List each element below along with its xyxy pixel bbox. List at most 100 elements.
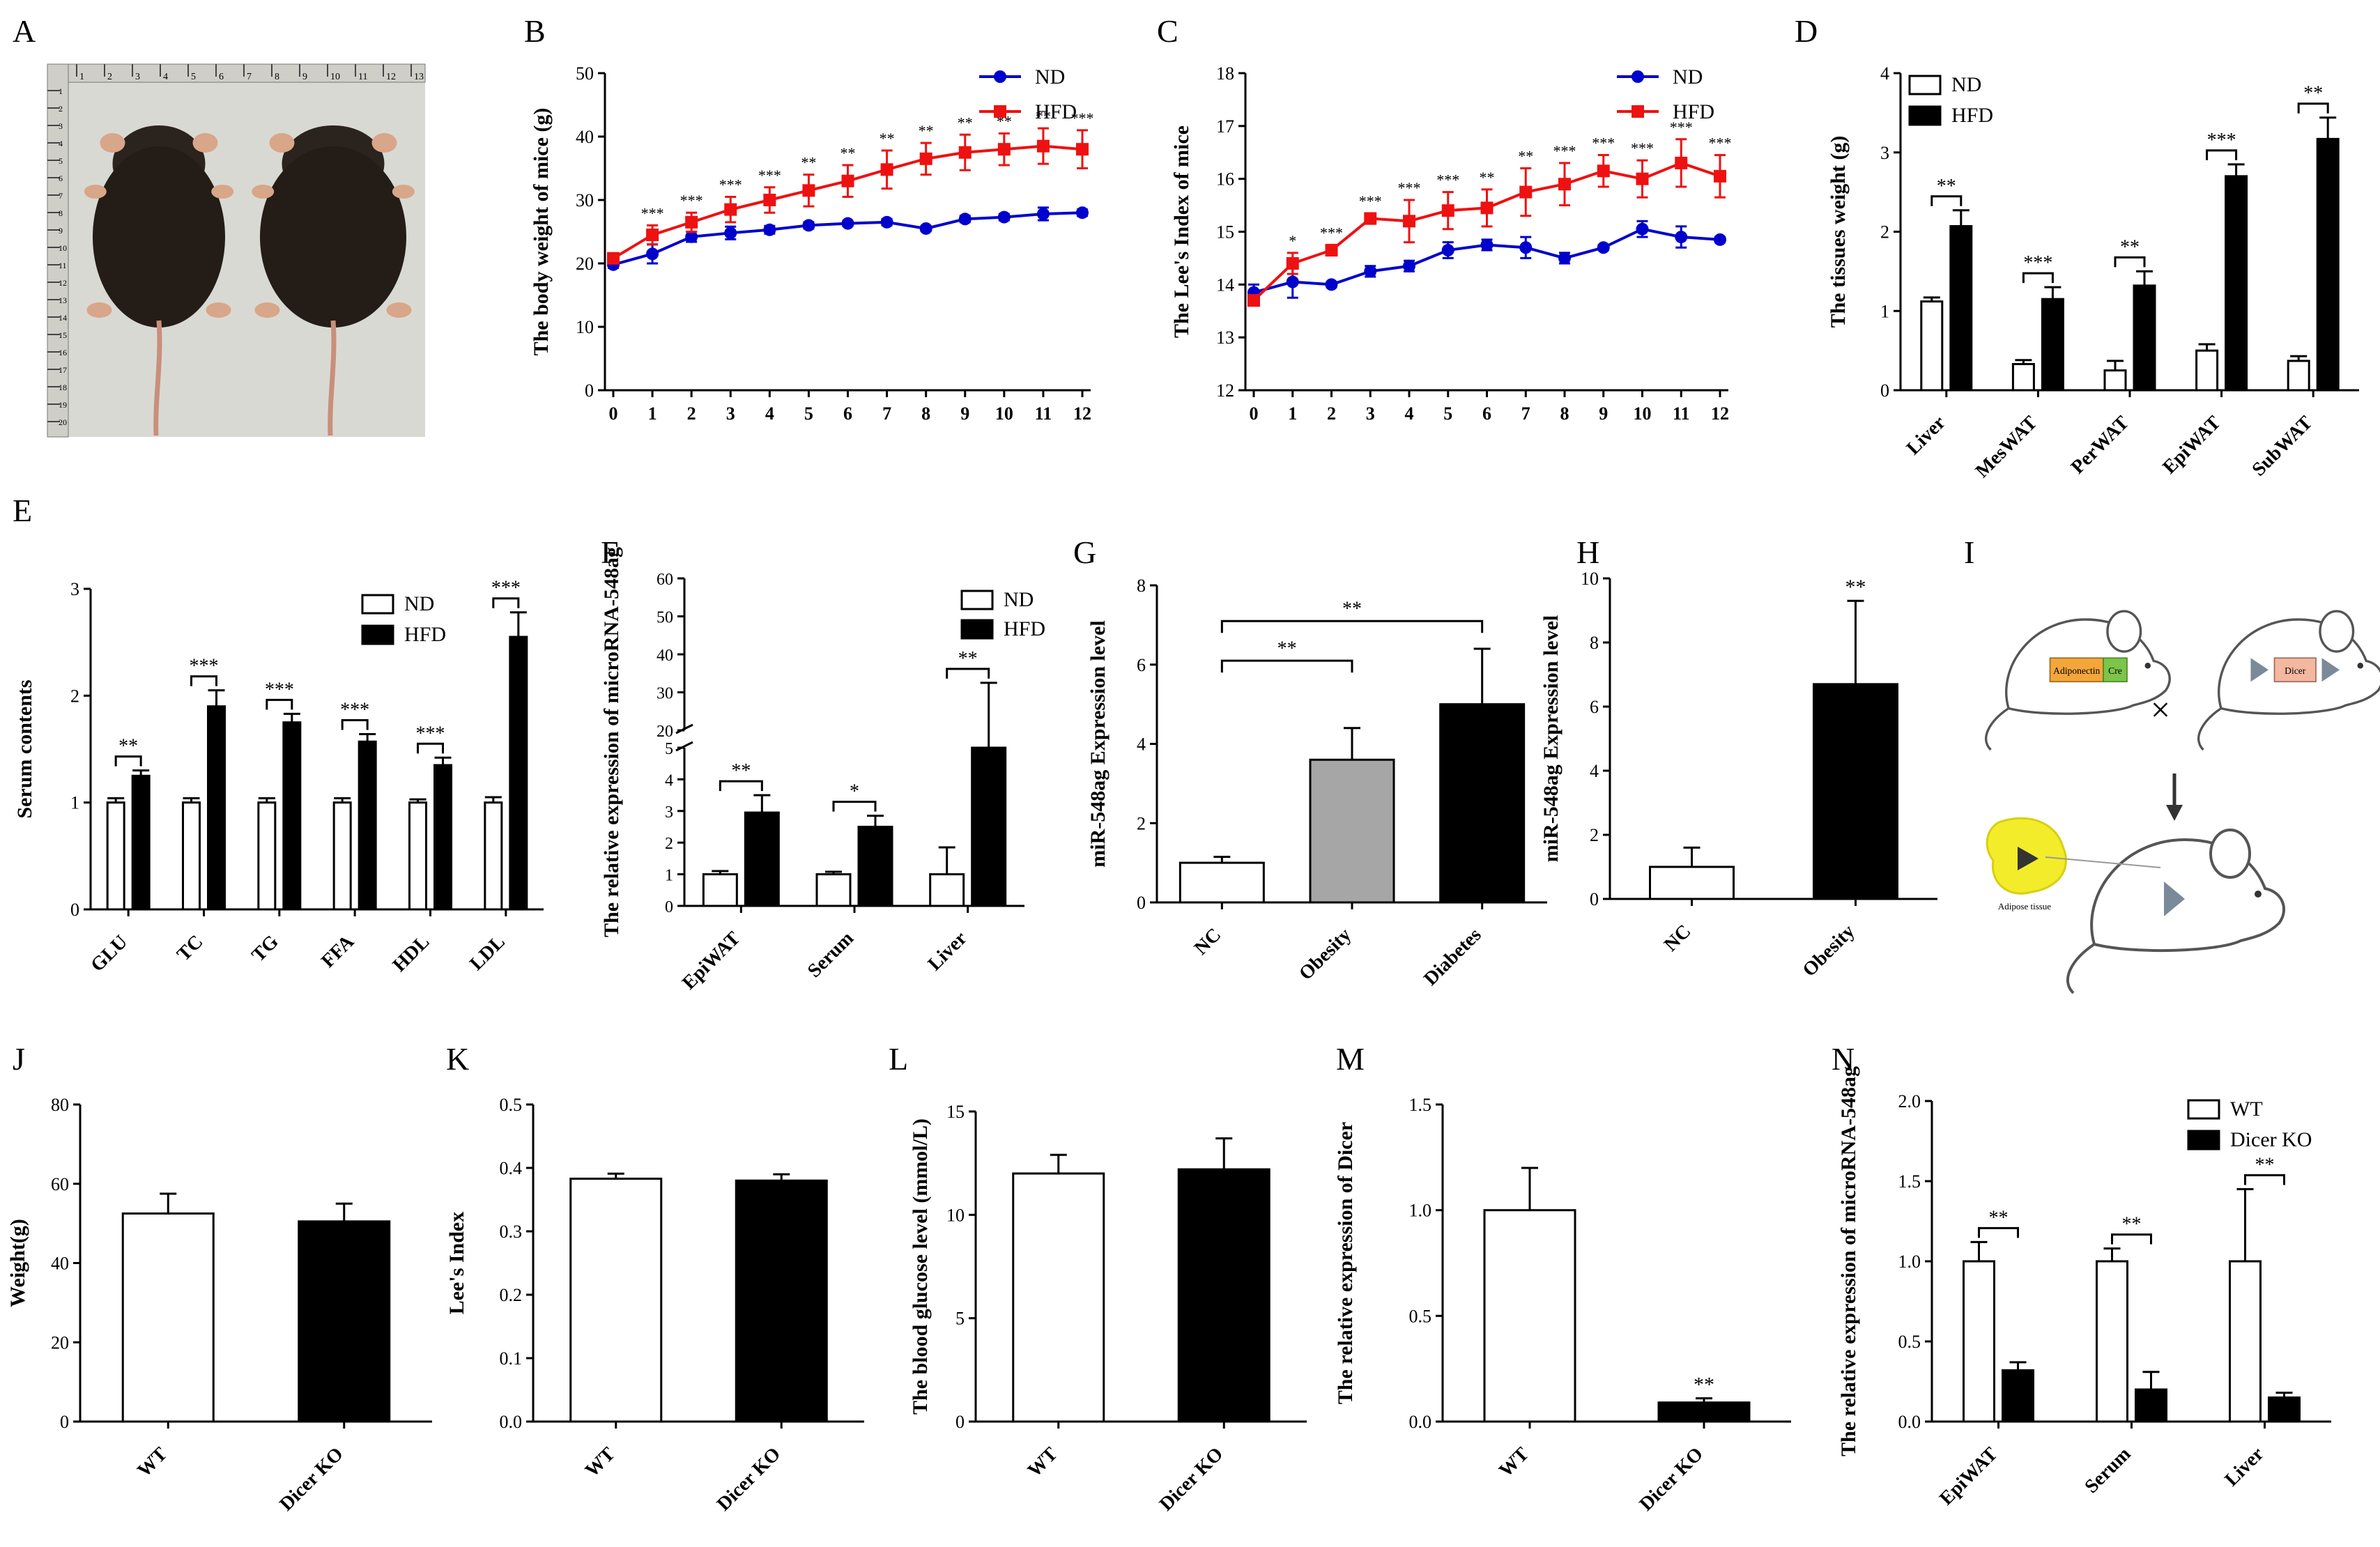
- category-label: NC: [1660, 921, 1696, 956]
- x-tick-label: 3: [1366, 403, 1375, 424]
- y-tick-label: 2.0: [1898, 1091, 1921, 1111]
- y-tick-label: 50: [576, 63, 594, 84]
- legend-marker-hfd: [994, 105, 1006, 118]
- data-point-hfd: [1364, 212, 1377, 225]
- significance-label: ***: [1398, 179, 1421, 197]
- y-axis-title: miR-548ag Expression level: [1540, 615, 1563, 862]
- data-point-nd: [1636, 222, 1649, 236]
- y-tick-label: 3: [1880, 143, 1889, 163]
- significance-label: ***: [1436, 171, 1459, 189]
- bar-hfd: [2133, 284, 2156, 392]
- bar-hfd: [857, 826, 893, 907]
- mouse-tail: [153, 320, 162, 436]
- y-tick-label: 4: [665, 771, 673, 790]
- category-label: Dicer KO: [275, 1443, 347, 1515]
- category-label: Liver: [2220, 1443, 2268, 1491]
- category-label: Dicer KO: [713, 1443, 785, 1515]
- significance-label: ***: [1553, 142, 1576, 160]
- mouse-nd: [84, 125, 234, 436]
- legend-label-nd: ND: [1004, 588, 1034, 611]
- mouse-tail: [328, 320, 337, 436]
- data-point-hfd: [763, 194, 776, 206]
- mouse-ear: [100, 133, 125, 153]
- bar-nd: [2195, 349, 2219, 392]
- data-point-hfd: [685, 215, 698, 229]
- bar-nd: [929, 873, 965, 907]
- significance-label: **: [1342, 599, 1362, 620]
- ruler-left-label: 16: [59, 348, 67, 357]
- mouse-dicer-flox: Dicer: [2197, 610, 2380, 751]
- data-point-nd: [685, 230, 698, 243]
- y-tick-label: 6: [1137, 655, 1146, 675]
- mouse-paw: [386, 302, 412, 318]
- y-axis-title: The relative expression of Dicer: [1334, 1122, 1357, 1404]
- y-tick-label: 0: [585, 380, 594, 401]
- y-tick-label: 40: [657, 647, 673, 665]
- ruler-top-label: 12: [386, 72, 396, 82]
- mouse-body: [93, 146, 225, 328]
- category-label: Liver: [924, 928, 972, 975]
- significance-label: **: [1694, 1373, 1714, 1396]
- x-tick-label: 2: [687, 403, 696, 424]
- x-tick-label: 8: [1560, 403, 1569, 424]
- bar-wt: [1963, 1260, 1995, 1423]
- significance-label: ***: [1359, 192, 1382, 210]
- panel-letter-E: E: [13, 493, 32, 528]
- data-point-hfd: [1076, 143, 1089, 156]
- bar-wt: [2229, 1260, 2262, 1423]
- data-point-hfd: [607, 252, 620, 265]
- category-label: EpiWAT: [2158, 412, 2225, 479]
- y-tick-label: 60: [51, 1174, 69, 1194]
- ruler-left-label: 13: [59, 295, 67, 305]
- data-point-nd: [1286, 275, 1299, 288]
- mouse-outline-tail: [2066, 943, 2096, 994]
- y-tick-label: 0.0: [500, 1412, 523, 1432]
- data-point-hfd: [1036, 139, 1050, 153]
- x-tick-label: 10: [1634, 403, 1652, 424]
- ruler-top-label: 5: [191, 72, 196, 82]
- ruler-left-label: 15: [59, 330, 67, 340]
- x-tick-label: 10: [995, 403, 1013, 424]
- y-tick-label: 17: [1216, 116, 1234, 137]
- y-tick-label: 50: [657, 609, 673, 627]
- ruler-left-label: 18: [59, 383, 67, 392]
- bar-nd: [815, 873, 852, 907]
- ruler-left-label: 2: [59, 104, 63, 114]
- significance-label: **: [919, 122, 934, 139]
- significance-bracket: [1930, 195, 1963, 206]
- y-tick-label: 10: [1581, 569, 1599, 589]
- bar-value: [298, 1220, 391, 1423]
- mouse-outline-ear: [2106, 610, 2142, 653]
- significance-label: **: [1277, 638, 1297, 660]
- ruler-left-label: 8: [59, 208, 63, 218]
- y-axis-title: Serum contents: [13, 679, 36, 818]
- ruler-left-label: 7: [59, 191, 63, 201]
- significance-label: ***: [1592, 134, 1615, 152]
- bar-nd: [2103, 369, 2127, 392]
- data-point-nd: [919, 222, 932, 235]
- ruler-left-label: 6: [59, 174, 63, 183]
- y-tick-label: 1.5: [1409, 1095, 1432, 1115]
- y-tick-label: 14: [1216, 275, 1234, 295]
- ruler-left-label: 10: [59, 243, 67, 253]
- axis-break-mark: [675, 741, 693, 752]
- legend-swatch-nd: [960, 590, 994, 610]
- y-tick-label: 2: [1880, 222, 1889, 243]
- y-tick-label: 1.5: [1898, 1171, 1921, 1192]
- y-tick-label: 2: [665, 835, 673, 853]
- y-axis-title: The body weight of mice (g): [530, 108, 553, 356]
- bar-dicer-ko: [2135, 1388, 2167, 1423]
- chart-E: 0 1 2 3 Serum contents GLU ** TC *** TG *** FFA *** H…: [13, 578, 544, 976]
- significance-label: ***: [1670, 118, 1693, 136]
- significance-label: **: [2255, 1155, 2275, 1176]
- chart-G: 0 2 4 6 8 miR-548ag Expression level NC Obesity…: [1087, 576, 1547, 990]
- significance-label: **: [840, 144, 856, 162]
- y-tick-label: 1.0: [1409, 1201, 1432, 1221]
- y-tick-label: 0: [1137, 893, 1146, 913]
- significance-bracket: [2111, 1233, 2152, 1245]
- ruler-left-label: 20: [59, 417, 67, 427]
- data-point-hfd: [997, 143, 1011, 156]
- arrow-down-icon: [2166, 805, 2183, 821]
